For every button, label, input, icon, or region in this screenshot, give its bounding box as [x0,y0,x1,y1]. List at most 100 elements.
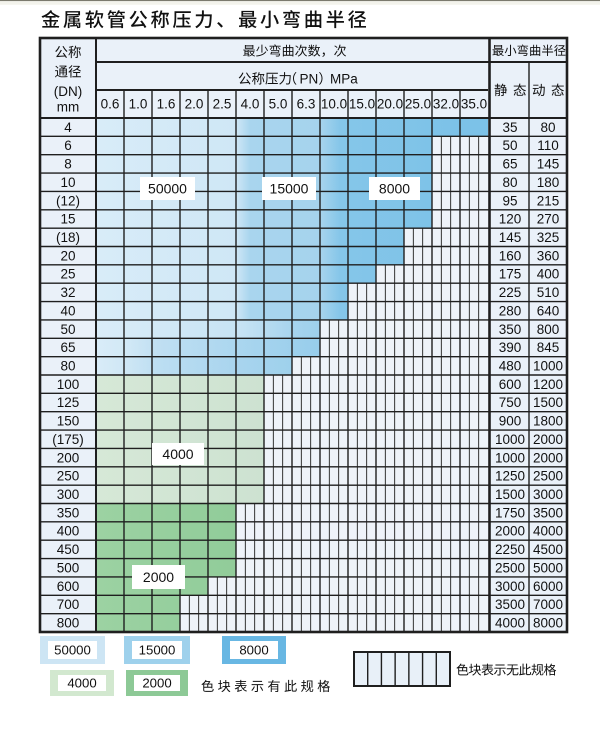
svg-text:510: 510 [537,285,560,300]
svg-text:15: 15 [60,212,75,227]
svg-text:4000: 4000 [495,616,525,631]
svg-text:(DN): (DN) [54,84,83,99]
svg-text:40: 40 [60,303,75,318]
svg-text:(12): (12) [56,193,80,208]
svg-text:145: 145 [537,157,560,172]
svg-text:450: 450 [57,542,80,557]
svg-text:700: 700 [57,597,80,612]
svg-text:2250: 2250 [495,542,525,557]
svg-text:750: 750 [499,395,522,410]
svg-text:80: 80 [60,359,75,374]
svg-text:15000: 15000 [270,180,309,196]
svg-text:2500: 2500 [533,469,563,484]
svg-text:5.0: 5.0 [269,97,288,112]
svg-text:2000: 2000 [142,676,171,691]
svg-text:50000: 50000 [148,180,187,196]
svg-text:800: 800 [537,322,560,337]
svg-text:400: 400 [537,267,560,282]
svg-text:225: 225 [499,285,522,300]
svg-text:350: 350 [499,322,522,337]
svg-text:10.0: 10.0 [321,97,347,112]
svg-text:145: 145 [499,230,522,245]
svg-text:1000: 1000 [495,450,525,465]
svg-text:50: 50 [60,322,75,337]
svg-text:480: 480 [499,359,522,374]
svg-text:3000: 3000 [495,579,525,594]
svg-text:15000: 15000 [139,643,176,658]
svg-text:160: 160 [499,248,522,263]
svg-text:2000: 2000 [143,569,174,585]
svg-text:150: 150 [57,414,80,429]
svg-text:4000: 4000 [162,446,193,462]
svg-text:1750: 1750 [495,505,525,520]
svg-text:5000: 5000 [533,561,563,576]
svg-text:95: 95 [502,193,517,208]
svg-text:4500: 4500 [533,542,563,557]
svg-text:360: 360 [537,248,560,263]
svg-text:2.0: 2.0 [185,97,204,112]
svg-text:(175): (175) [52,432,84,447]
svg-text:20: 20 [60,248,75,263]
svg-text:0.6: 0.6 [101,97,120,112]
svg-text:2000: 2000 [533,450,563,465]
svg-text:1000: 1000 [495,432,525,447]
svg-text:900: 900 [499,414,522,429]
svg-text:6: 6 [64,138,72,153]
svg-text:4: 4 [64,120,72,135]
svg-text:300: 300 [57,487,80,502]
svg-text:2000: 2000 [533,432,563,447]
svg-text:6.3: 6.3 [297,97,316,112]
svg-text:1250: 1250 [495,469,525,484]
svg-text:400: 400 [57,524,80,539]
svg-text:(18): (18) [56,230,80,245]
svg-text:3000: 3000 [533,487,563,502]
svg-text:1.0: 1.0 [129,97,148,112]
svg-text:8000: 8000 [533,616,563,631]
svg-text:80: 80 [502,175,517,190]
svg-text:15.0: 15.0 [349,97,375,112]
svg-text:32.0: 32.0 [433,97,459,112]
svg-text:32: 32 [60,285,75,300]
svg-text:8000: 8000 [239,643,268,658]
svg-text:1500: 1500 [533,395,563,410]
svg-text:50000: 50000 [54,643,91,658]
svg-text:200: 200 [57,450,80,465]
svg-text:2000: 2000 [495,524,525,539]
svg-text:7000: 7000 [533,597,563,612]
svg-text:250: 250 [57,469,80,484]
svg-text:1.6: 1.6 [157,97,176,112]
svg-text:mm: mm [57,100,80,115]
svg-text:1500: 1500 [495,487,525,502]
svg-text:65: 65 [60,340,75,355]
svg-text:2.5: 2.5 [213,97,232,112]
svg-text:1800: 1800 [533,414,563,429]
svg-text:6000: 6000 [533,579,563,594]
svg-text:600: 600 [499,377,522,392]
svg-text:280: 280 [499,303,522,318]
svg-text:350: 350 [57,505,80,520]
svg-text:4000: 4000 [67,676,96,691]
svg-text:110: 110 [537,138,559,153]
svg-text:8000: 8000 [379,180,410,196]
svg-text:65: 65 [502,157,517,172]
svg-text:215: 215 [537,193,560,208]
svg-text:270: 270 [537,212,560,227]
svg-text:390: 390 [499,340,522,355]
svg-text:25: 25 [60,267,75,282]
svg-text:35.0: 35.0 [461,97,487,112]
svg-text:3500: 3500 [533,505,563,520]
svg-text:4.0: 4.0 [241,97,260,112]
svg-text:80: 80 [540,120,555,135]
svg-text:800: 800 [57,616,80,631]
svg-text:10: 10 [60,175,75,190]
svg-text:100: 100 [57,377,80,392]
svg-text:845: 845 [537,340,560,355]
svg-text:640: 640 [537,303,560,318]
svg-text:25.0: 25.0 [405,97,431,112]
svg-text:125: 125 [57,395,80,410]
svg-text:MPa: MPa [330,72,358,87]
svg-text:4000: 4000 [533,524,563,539]
svg-text:50: 50 [502,138,517,153]
svg-text:2500: 2500 [495,561,525,576]
svg-text:325: 325 [537,230,560,245]
